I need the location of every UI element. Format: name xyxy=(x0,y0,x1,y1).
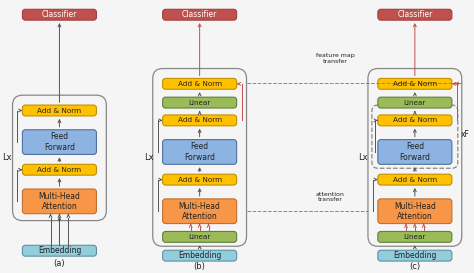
Text: Add & Norm: Add & Norm xyxy=(178,117,222,123)
FancyBboxPatch shape xyxy=(163,199,237,224)
Text: Add & Norm: Add & Norm xyxy=(37,108,82,114)
FancyBboxPatch shape xyxy=(163,140,237,164)
Text: Add & Norm: Add & Norm xyxy=(393,117,437,123)
FancyBboxPatch shape xyxy=(163,78,237,89)
Text: Feed
Forward: Feed Forward xyxy=(400,142,430,162)
Text: feature map
transfer: feature map transfer xyxy=(316,53,355,64)
Text: Classifier: Classifier xyxy=(42,10,77,19)
Text: Embedding: Embedding xyxy=(38,246,81,255)
Text: Linear: Linear xyxy=(404,234,426,240)
FancyBboxPatch shape xyxy=(378,140,452,164)
Text: Linear: Linear xyxy=(189,234,211,240)
FancyBboxPatch shape xyxy=(22,245,97,256)
FancyBboxPatch shape xyxy=(378,9,452,20)
FancyBboxPatch shape xyxy=(163,97,237,108)
Text: Lx: Lx xyxy=(2,153,11,162)
FancyBboxPatch shape xyxy=(22,130,97,155)
Text: Lx: Lx xyxy=(144,153,154,162)
FancyBboxPatch shape xyxy=(163,250,237,261)
FancyBboxPatch shape xyxy=(378,115,452,126)
Text: xF: xF xyxy=(461,130,470,139)
Text: Add & Norm: Add & Norm xyxy=(37,167,82,173)
FancyBboxPatch shape xyxy=(378,97,452,108)
Text: Feed
Forward: Feed Forward xyxy=(44,132,75,152)
FancyBboxPatch shape xyxy=(378,78,452,89)
FancyBboxPatch shape xyxy=(378,232,452,242)
Text: Add & Norm: Add & Norm xyxy=(178,177,222,183)
Text: Embedding: Embedding xyxy=(393,251,437,260)
FancyBboxPatch shape xyxy=(163,174,237,185)
FancyBboxPatch shape xyxy=(378,199,452,224)
Text: Linear: Linear xyxy=(189,100,211,106)
Text: Feed
Forward: Feed Forward xyxy=(184,142,215,162)
FancyBboxPatch shape xyxy=(22,189,97,214)
Text: (c): (c) xyxy=(409,262,420,271)
FancyBboxPatch shape xyxy=(378,174,452,185)
Text: Add & Norm: Add & Norm xyxy=(393,81,437,87)
FancyBboxPatch shape xyxy=(22,164,97,175)
Text: Lx: Lx xyxy=(358,153,368,162)
FancyBboxPatch shape xyxy=(378,250,452,261)
Text: attention
transfer: attention transfer xyxy=(316,191,345,202)
Text: Multi-Head
Attention: Multi-Head Attention xyxy=(38,192,81,211)
FancyBboxPatch shape xyxy=(163,115,237,126)
Text: Classifier: Classifier xyxy=(182,10,217,19)
Text: Linear: Linear xyxy=(404,100,426,106)
Text: Multi-Head
Attention: Multi-Head Attention xyxy=(179,201,220,221)
FancyBboxPatch shape xyxy=(22,105,97,116)
FancyBboxPatch shape xyxy=(163,9,237,20)
Text: Add & Norm: Add & Norm xyxy=(178,81,222,87)
Text: Multi-Head
Attention: Multi-Head Attention xyxy=(394,201,436,221)
Text: Embedding: Embedding xyxy=(178,251,221,260)
Text: Add & Norm: Add & Norm xyxy=(393,177,437,183)
FancyBboxPatch shape xyxy=(163,232,237,242)
Text: (b): (b) xyxy=(194,262,206,271)
FancyBboxPatch shape xyxy=(22,9,97,20)
Text: Classifier: Classifier xyxy=(397,10,433,19)
Text: (a): (a) xyxy=(54,259,65,268)
